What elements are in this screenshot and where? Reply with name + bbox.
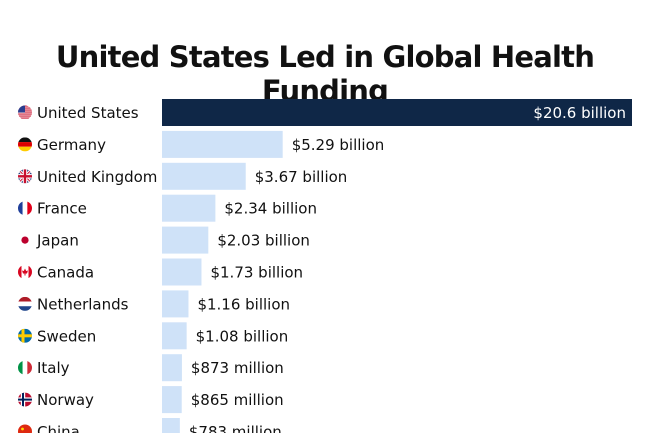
us-flag-icon <box>18 105 32 120</box>
value-label: $3.67 billion <box>255 168 348 186</box>
bar <box>162 99 632 126</box>
canada-flag-icon <box>18 265 32 279</box>
value-label: $873 million <box>191 359 284 377</box>
japan-flag-icon <box>18 233 32 248</box>
category-label: Sweden <box>37 327 96 345</box>
china-flag-icon <box>18 424 32 433</box>
bar <box>162 226 209 254</box>
category-label: Norway <box>37 391 94 409</box>
germany-flag-icon <box>18 137 32 152</box>
category-label: Canada <box>37 264 94 282</box>
italy-flag-icon <box>18 360 32 375</box>
value-label: $783 million <box>189 423 282 433</box>
bar <box>162 258 202 286</box>
category-label: China <box>37 423 80 433</box>
value-label: $1.08 billion <box>196 327 289 345</box>
chart-title: United States Led in Global Health Fundi… <box>55 40 595 108</box>
bar <box>162 290 189 318</box>
category-label: Italy <box>37 359 70 377</box>
sweden-flag-icon <box>18 328 32 343</box>
value-label: $5.29 billion <box>292 136 385 154</box>
bar <box>162 386 182 414</box>
category-label: France <box>37 200 87 218</box>
value-label: $20.6 billion <box>533 104 626 122</box>
bar <box>162 162 246 190</box>
category-label: United States <box>37 104 139 122</box>
value-label: $1.73 billion <box>210 264 303 282</box>
category-label: Germany <box>37 136 106 154</box>
netherlands-flag-icon <box>18 296 32 311</box>
uk-flag-icon <box>18 169 32 184</box>
category-label: United Kingdom <box>37 168 157 186</box>
value-label: $2.03 billion <box>217 232 310 250</box>
bar <box>162 354 182 382</box>
france-flag-icon <box>18 201 32 216</box>
value-label: $865 million <box>191 391 284 409</box>
value-label: $1.16 billion <box>197 295 290 313</box>
category-label: Japan <box>36 232 79 250</box>
bar <box>162 130 283 158</box>
norway-flag-icon <box>18 392 32 407</box>
bar <box>162 418 180 433</box>
value-label: $2.34 billion <box>224 200 317 218</box>
bar <box>162 322 187 350</box>
category-label: Netherlands <box>37 295 129 313</box>
bar <box>162 194 216 222</box>
